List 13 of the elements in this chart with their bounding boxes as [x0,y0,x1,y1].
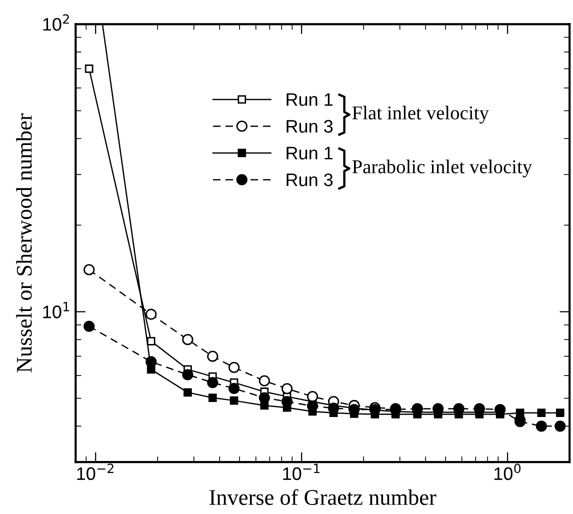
legend-label: Run 3 [286,173,333,186]
annotation: Flat inlet velocity [352,106,489,124]
legend-label: Run 1 [286,146,333,160]
y-axis-title: Nusselt or Sherwood number [16,113,32,372]
legend-label: Run 1 [286,93,333,106]
y-tick-label: 10$^{2}$ [43,14,69,31]
y-tick-label: 10$^{1}$ [43,302,70,318]
x-axis-title: Inverse of Graetz number [210,489,436,505]
legend-label: Run 3 [286,120,333,133]
x-tick-label: 10$^{0}$ [494,464,521,480]
x-tick-label: 10$^{−2}$ [77,464,114,480]
x-tick-label: 10$^{−1}$ [283,464,320,480]
annotation: Parabolic inlet velocity [352,160,532,178]
